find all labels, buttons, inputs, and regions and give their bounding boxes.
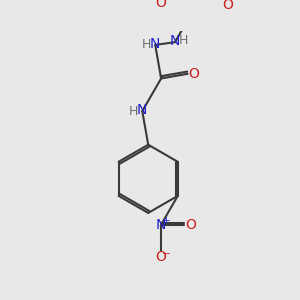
Text: H: H [129,105,138,118]
Text: H: H [179,34,189,47]
Text: O: O [155,250,166,264]
Text: N: N [170,34,180,48]
Text: O: O [185,218,196,233]
Text: O: O [188,67,200,81]
Text: N: N [137,103,148,117]
Text: −: − [162,249,170,259]
Text: N: N [155,218,166,233]
Text: H: H [142,38,151,51]
Text: O: O [222,0,233,12]
Text: N: N [150,37,160,51]
Text: O: O [156,0,167,10]
Text: +: + [162,216,170,226]
